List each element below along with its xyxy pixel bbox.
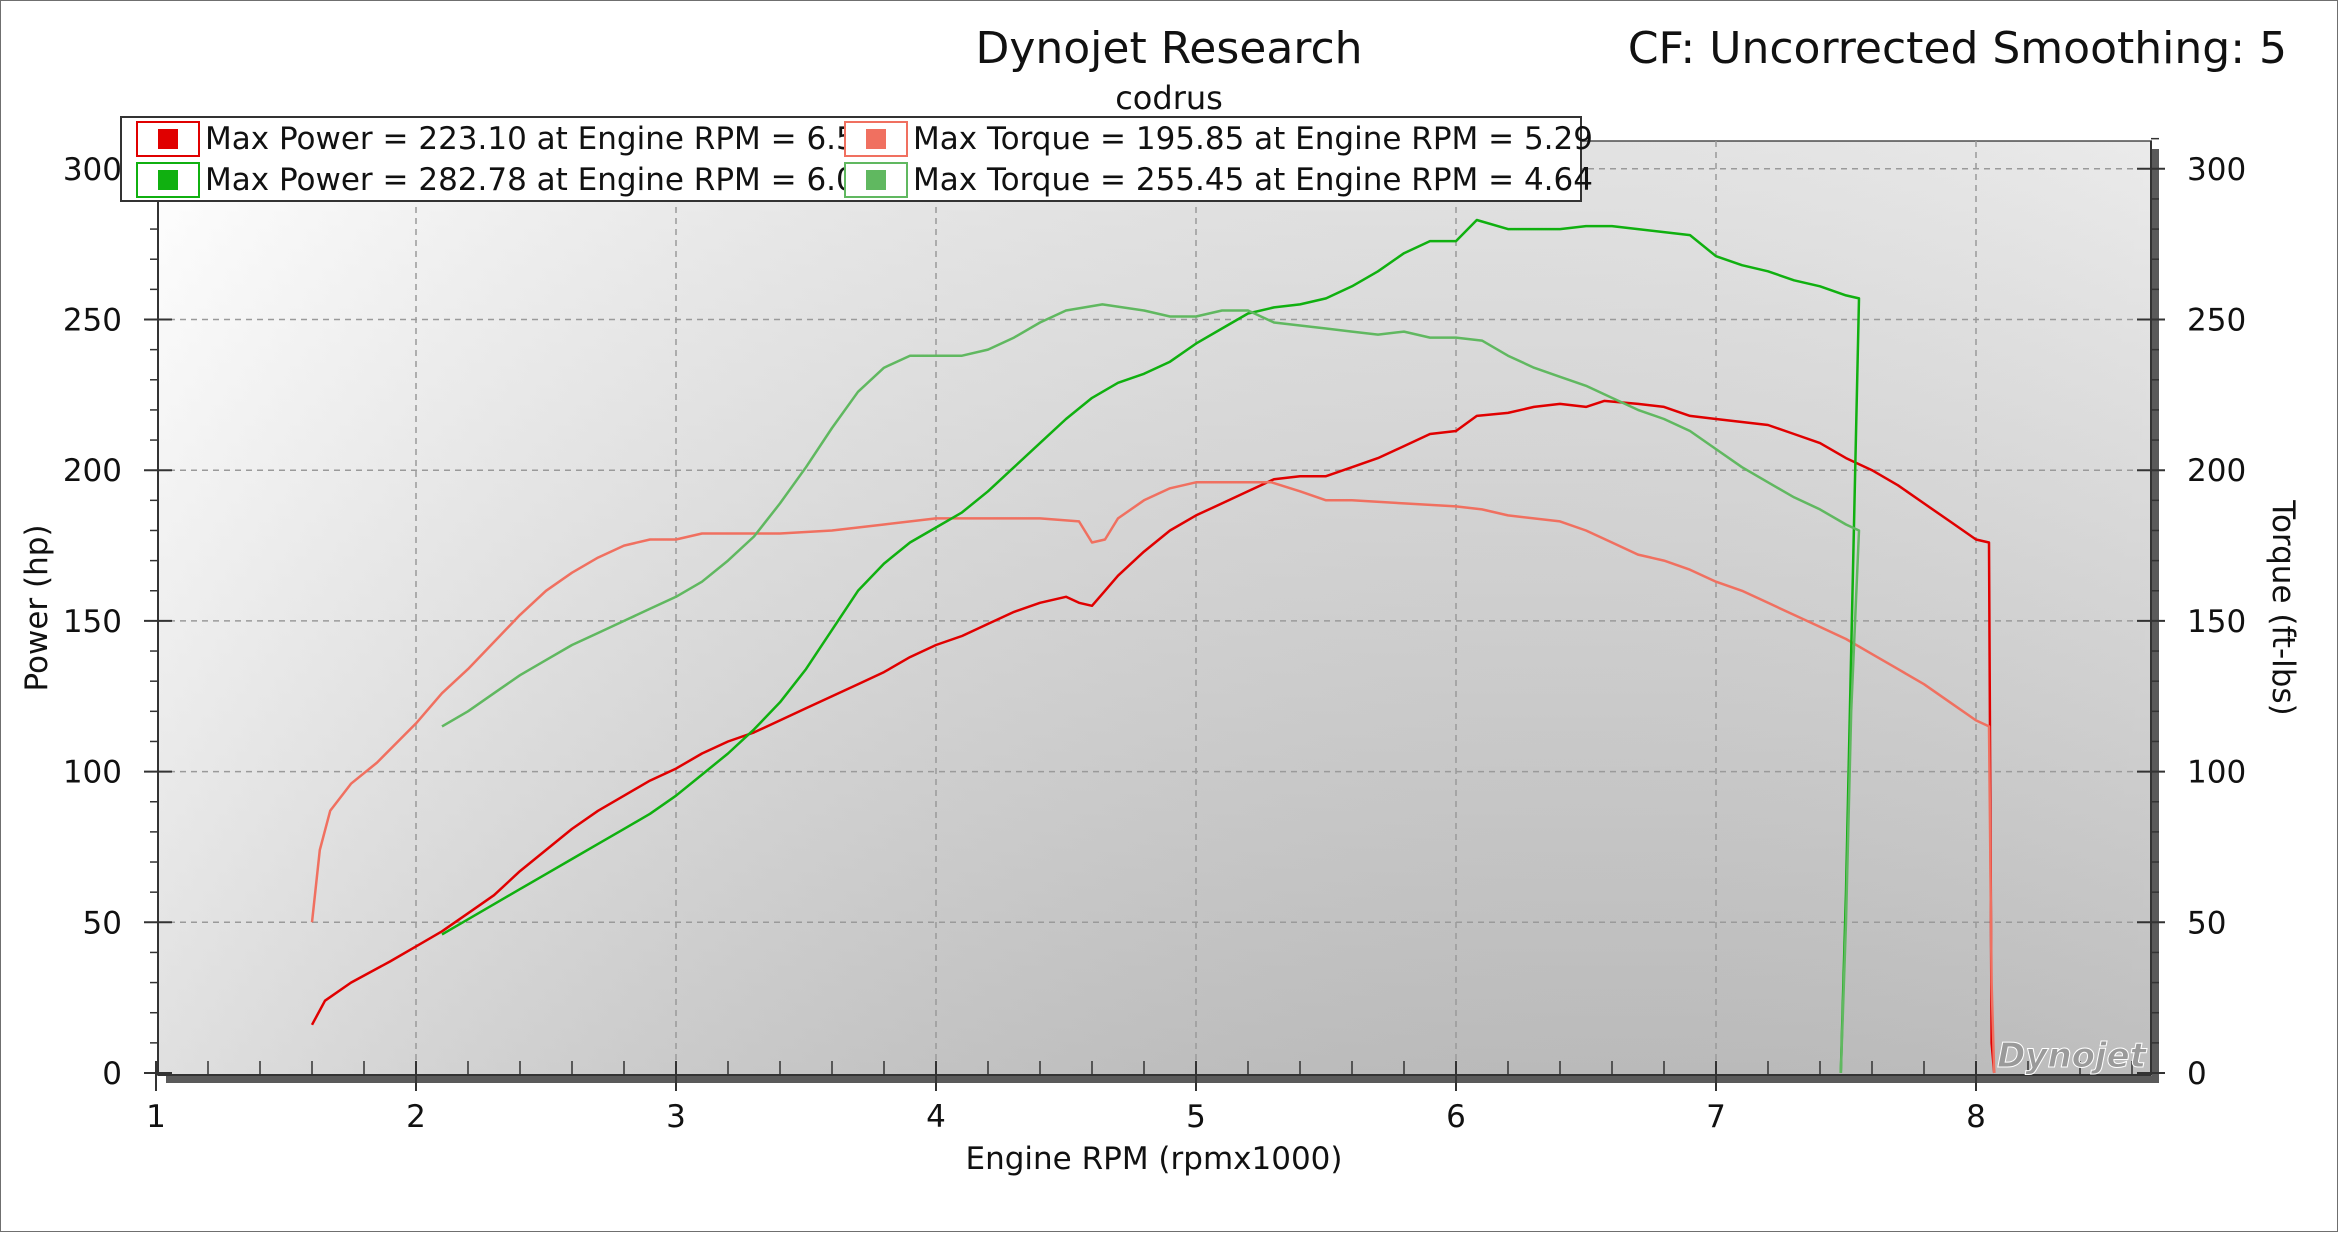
legend-item: Max Power = 282.78 at Engine RPM = 6.08 xyxy=(136,162,875,198)
x-axis-label: Engine RPM (rpmx1000) xyxy=(966,1141,1343,1177)
x-tick-label: 3 xyxy=(666,1099,686,1135)
x-tick-label: 4 xyxy=(926,1099,946,1135)
y-tick-label-left: 250 xyxy=(63,303,122,339)
legend-swatch xyxy=(866,129,886,149)
y-tick-label-left: 100 xyxy=(63,755,122,791)
chart-subtitle: codrus xyxy=(1115,79,1223,117)
x-tick-label: 8 xyxy=(1966,1099,1986,1135)
series-line-3 xyxy=(441,303,1861,1074)
x-tick-label: 2 xyxy=(406,1099,426,1135)
legend-swatch xyxy=(158,170,178,190)
legend-item: Max Power = 223.10 at Engine RPM = 6.57 xyxy=(136,121,875,157)
y-tick-label-left: 200 xyxy=(63,453,122,489)
series-line-1 xyxy=(310,481,1996,1074)
x-tick-label: 5 xyxy=(1186,1099,1206,1135)
y-axis-label-right: Torque (ft-lbs) xyxy=(2265,499,2301,715)
y-tick-label-right: 0 xyxy=(2187,1056,2207,1092)
chart-title: Dynojet Research xyxy=(975,23,1362,74)
series-line-2 xyxy=(441,218,1861,1074)
y-tick-label-left: 50 xyxy=(83,905,122,941)
plot-area-shade xyxy=(158,141,2151,1075)
dynojet-watermark: Dynojet xyxy=(1997,1036,2148,1076)
legend-item: Max Torque = 195.85 at Engine RPM = 5.29 xyxy=(844,121,1593,157)
legend-item: Max Torque = 255.45 at Engine RPM = 4.64 xyxy=(844,162,1593,198)
y-tick-label-right: 150 xyxy=(2187,604,2246,640)
legend-swatch xyxy=(866,170,886,190)
y-tick-label-right: 200 xyxy=(2187,453,2246,489)
correction-info: CF: Uncorrected Smoothing: 5 xyxy=(1628,23,2287,74)
y-axis-label-left: Power (hp) xyxy=(19,524,55,691)
legend-label: Max Torque = 195.85 at Engine RPM = 5.29 xyxy=(913,121,1593,157)
x-tick-label: 6 xyxy=(1446,1099,1466,1135)
legend-label: Max Power = 282.78 at Engine RPM = 6.08 xyxy=(205,162,875,198)
series-line-0 xyxy=(310,399,1996,1074)
y-tick-label-left: 150 xyxy=(63,604,122,640)
legend: Max Power = 223.10 at Engine RPM = 6.57 … xyxy=(120,116,1593,202)
legend-label: Max Torque = 255.45 at Engine RPM = 4.64 xyxy=(913,162,1593,198)
y-tick-label-right: 50 xyxy=(2187,905,2226,941)
series-lines xyxy=(310,218,1996,1074)
y-tick-label-left: 300 xyxy=(63,152,122,188)
axes: 0 0 50 50 100 100 150 150 200 200 250 250 300 300 1 2 3 4… xyxy=(63,137,2246,1135)
x-tick-label: 1 xyxy=(146,1099,166,1135)
y-tick-label-right: 100 xyxy=(2187,755,2246,791)
legend-label: Max Power = 223.10 at Engine RPM = 6.57 xyxy=(205,121,875,157)
y-tick-label-left: 0 xyxy=(102,1056,122,1092)
y-tick-label-right: 300 xyxy=(2187,152,2246,188)
y-tick-label-right: 250 xyxy=(2187,303,2246,339)
x-tick-label: 7 xyxy=(1706,1099,1726,1135)
legend-swatch xyxy=(158,129,178,149)
